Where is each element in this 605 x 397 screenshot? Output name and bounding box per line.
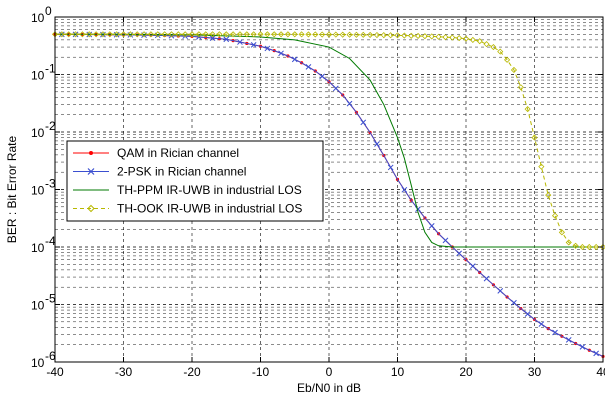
x-tick-label: 0 (326, 365, 333, 379)
x-tick-label: 10 (391, 365, 405, 379)
y-tick-label-base: 10 (31, 356, 45, 370)
y-tick-label-base: 10 (31, 126, 45, 140)
x-tick-label: 20 (459, 365, 473, 379)
y-tick-label-exponent: 0 (45, 4, 52, 18)
legend: QAM in Rician channel 2-PSK in Rician cha… (67, 141, 323, 221)
y-tick-label-base: 10 (31, 11, 45, 25)
y-axis-title: BER : Bit Error Rate (5, 136, 19, 244)
y-tick-label-exponent: -4 (45, 234, 56, 248)
y-tick-label-base: 10 (31, 299, 45, 313)
x-tick-label: -20 (183, 365, 201, 379)
y-tick-label-exponent: -3 (45, 177, 56, 191)
y-tick-label-base: 10 (31, 184, 45, 198)
y-tick-label-base: 10 (31, 241, 45, 255)
x-tick-label: 30 (528, 365, 542, 379)
legend-entry-label: 2-PSK in Rician channel (117, 165, 246, 179)
x-axis-title: Eb/N0 in dB (297, 381, 361, 395)
x-tick-label: -30 (115, 365, 133, 379)
y-tick-label-exponent: -6 (45, 349, 56, 363)
legend-entry-label: TH-PPM IR-UWB in industrial LOS (117, 183, 302, 197)
y-tick-label-base: 10 (31, 69, 45, 83)
x-tick-label: 40 (596, 365, 605, 379)
legend-marker-sample (89, 151, 93, 155)
x-tick-label: -40 (46, 365, 64, 379)
y-tick-label-exponent: -2 (45, 119, 56, 133)
legend-entry-label: TH-OOK IR-UWB in industrial LOS (117, 202, 302, 216)
y-tick-label-exponent: -1 (45, 62, 56, 76)
y-tick-label-exponent: -5 (45, 292, 56, 306)
x-tick-label: -10 (252, 365, 270, 379)
legend-entry-label: QAM in Rician channel (117, 146, 239, 160)
